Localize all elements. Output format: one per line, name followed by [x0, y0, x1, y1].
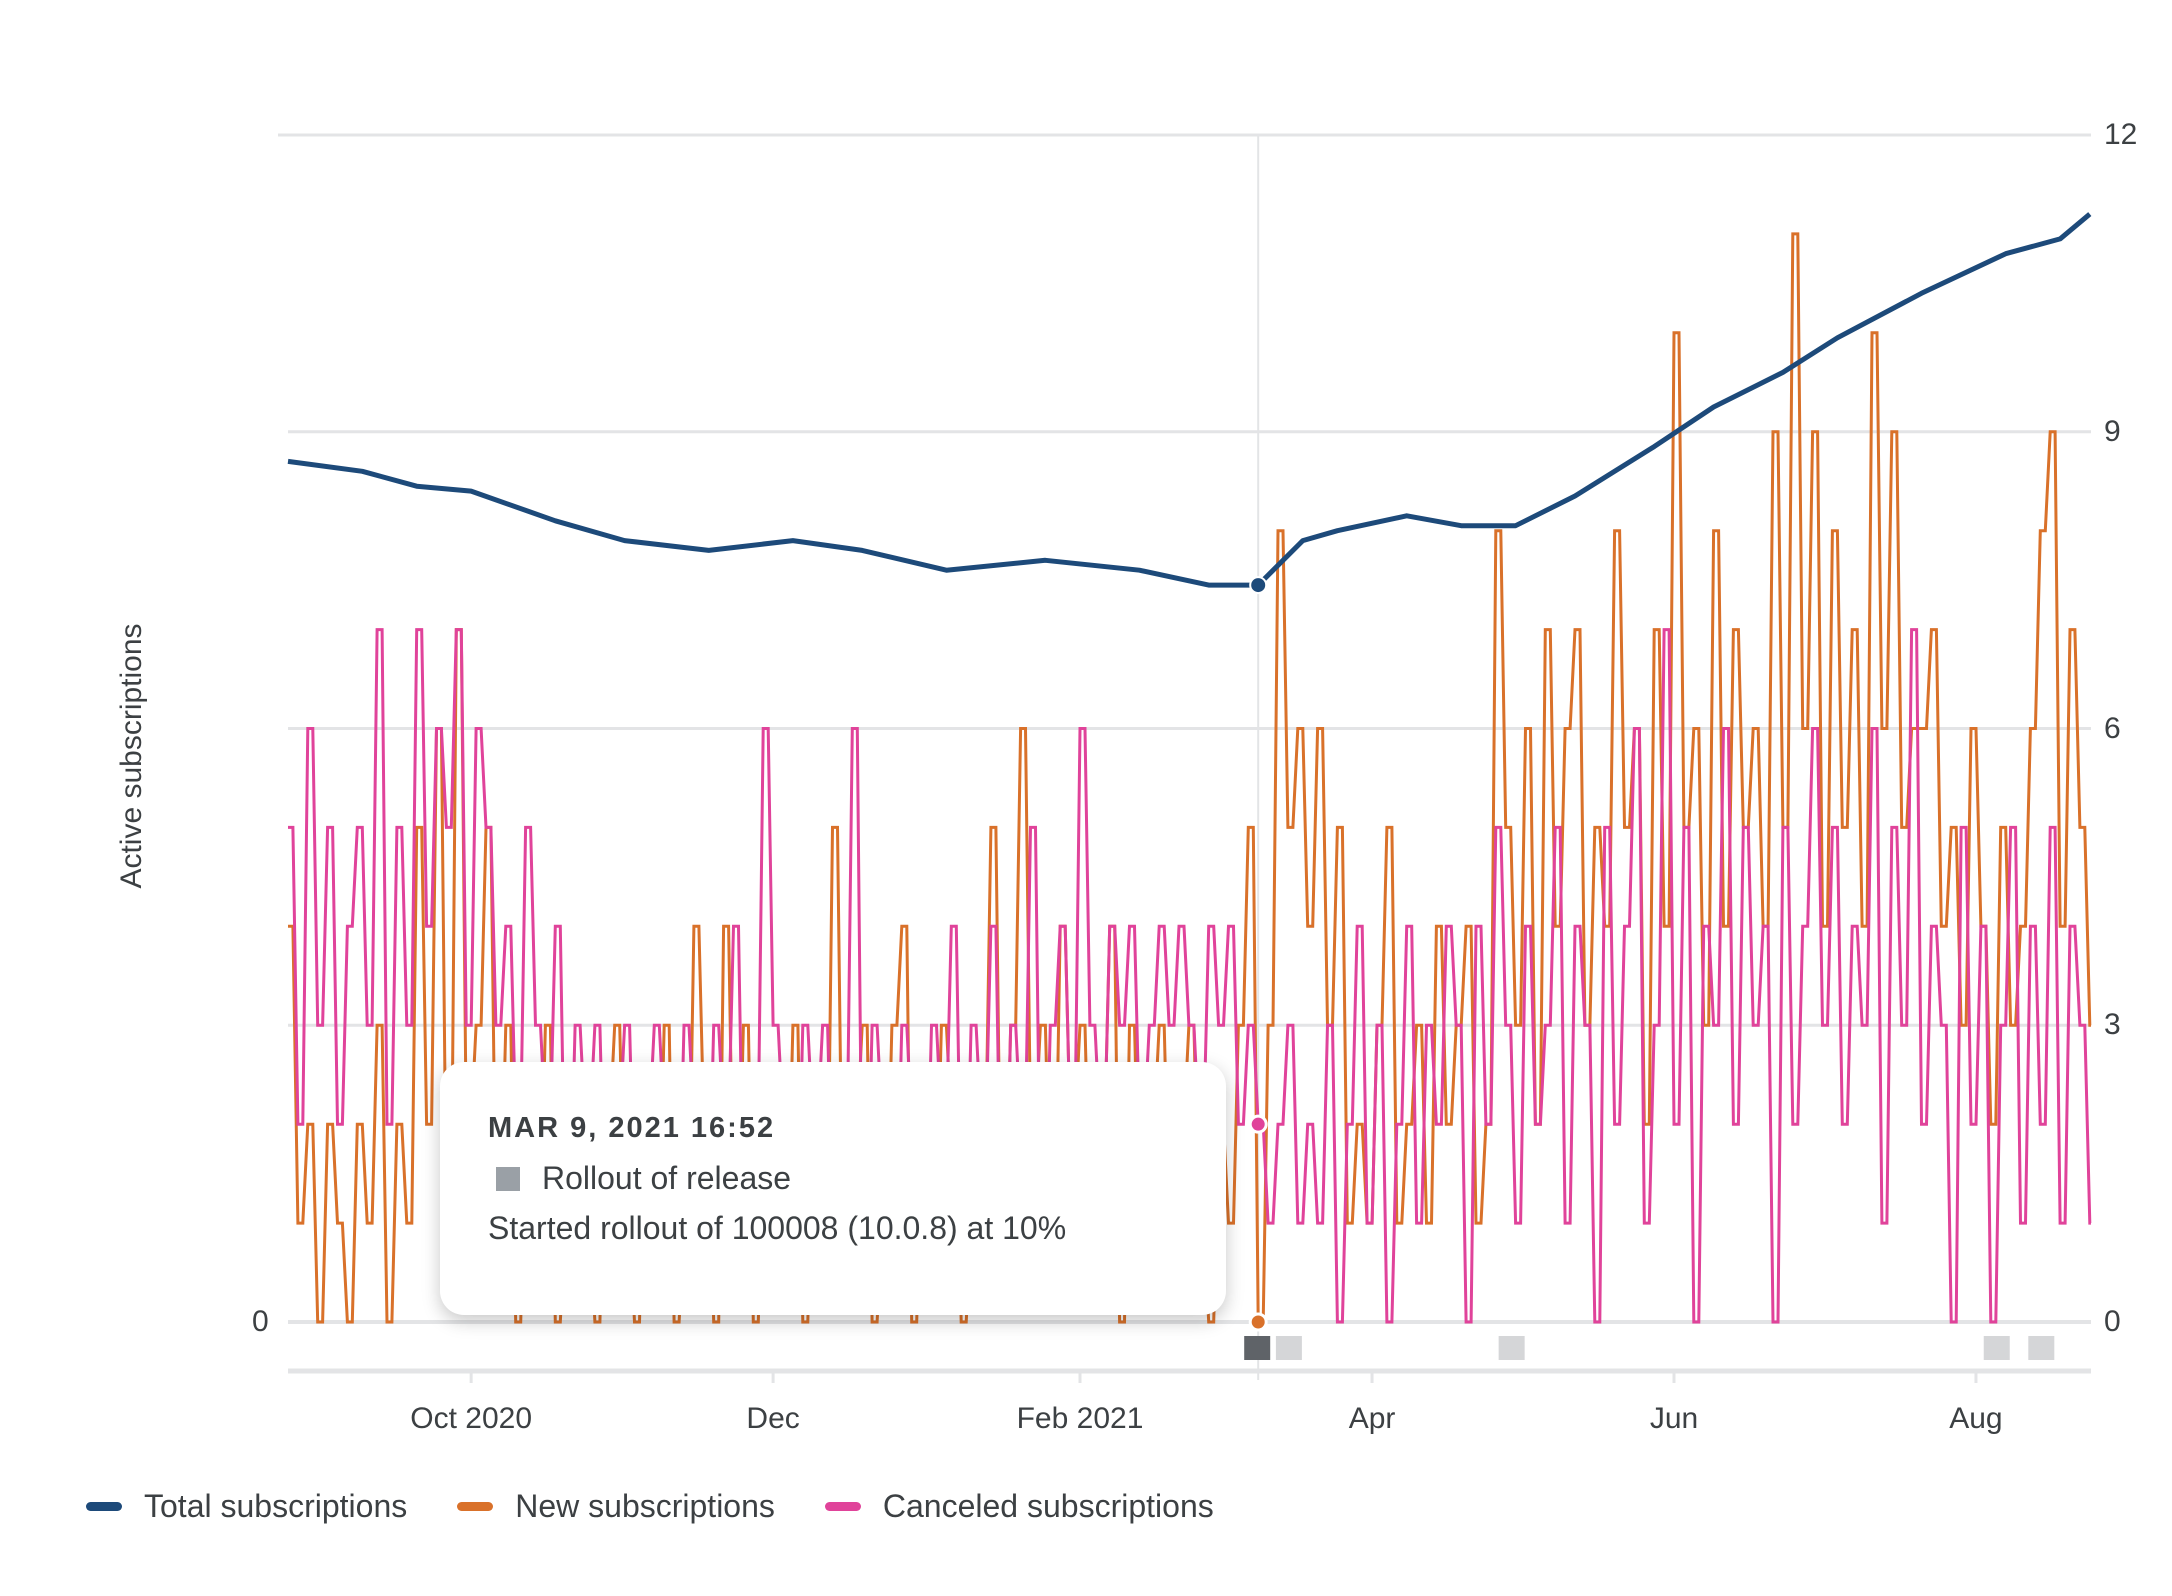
- legend-item-canceled[interactable]: Canceled subscriptions: [824, 1488, 1214, 1525]
- right-axis-tick-label: 0: [2104, 1305, 2121, 1338]
- legend-label: New subscriptions: [515, 1488, 775, 1524]
- release-annotation-marker: [1275, 1336, 1302, 1360]
- hover-point-new: [1248, 1312, 1268, 1332]
- release-annotation-marker: [1983, 1336, 2010, 1360]
- legend-label: Canceled subscriptions: [882, 1488, 1214, 1524]
- x-axis-tick-label: Dec: [746, 1402, 800, 1435]
- hover-point-canceled: [1248, 1114, 1268, 1134]
- tooltip-description: Started rollout of 100008 (10.0.8) at 10…: [488, 1210, 1067, 1246]
- x-axis-tick-label: Jun: [1649, 1402, 1699, 1435]
- legend-swatch-icon: [86, 1502, 122, 1511]
- legend: Total subscriptions New subscriptions Ca…: [86, 1488, 1264, 1525]
- legend-item-new[interactable]: New subscriptions: [457, 1488, 775, 1525]
- y-axis-title: Active subscriptions: [115, 623, 148, 889]
- left-axis-tick-label: 0: [252, 1305, 269, 1338]
- event-tooltip: MAR 9, 2021 16:52 Rollout of release Sta…: [440, 1062, 1226, 1315]
- x-axis-tick-label: Apr: [1348, 1402, 1396, 1435]
- right-axis-tick-label: 6: [2104, 711, 2121, 745]
- legend-swatch-icon: [457, 1502, 494, 1511]
- legend-label: Total subscriptions: [144, 1488, 408, 1524]
- tooltip-event-label: Rollout of release: [542, 1160, 792, 1196]
- hover-point-total: [1249, 576, 1268, 595]
- event-swatch-icon: [496, 1166, 520, 1191]
- x-axis-tick-label: Feb 2021: [1016, 1402, 1144, 1435]
- right-axis-tick-label: 9: [2104, 414, 2121, 448]
- total-subscriptions-line: [287, 212, 2092, 588]
- release-annotation-marker: [1244, 1336, 1271, 1360]
- release-annotation-marker: [1498, 1336, 1525, 1360]
- release-annotation-marker: [2028, 1336, 2055, 1360]
- x-axis-tick-label: Aug: [1949, 1402, 2003, 1435]
- legend-swatch-icon: [824, 1502, 861, 1511]
- tooltip-event-row: Rollout of release: [488, 1160, 791, 1197]
- x-axis-tick-label: Oct 2020: [410, 1402, 533, 1435]
- right-axis-tick-label: 3: [2104, 1008, 2121, 1042]
- tooltip-date: MAR 9, 2021 16:52: [488, 1112, 776, 1144]
- right-axis-tick-label: 12: [2104, 118, 2138, 151]
- legend-item-total[interactable]: Total subscriptions: [86, 1488, 407, 1525]
